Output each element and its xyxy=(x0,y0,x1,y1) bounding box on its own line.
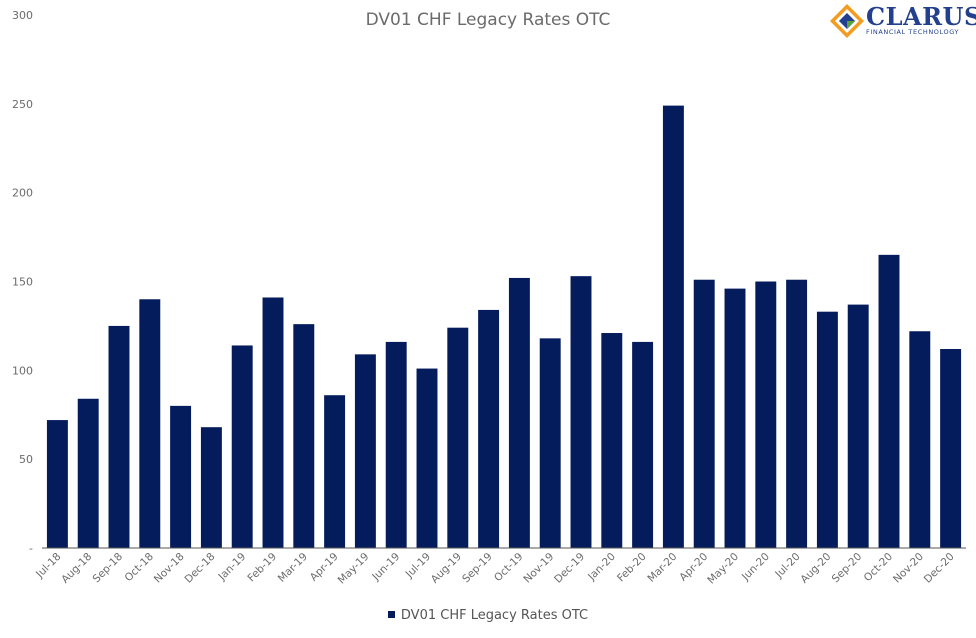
bar xyxy=(662,105,684,549)
x-tick-label: Oct-18 xyxy=(122,551,155,584)
bar xyxy=(478,309,500,548)
y-tick-label: 200 xyxy=(12,187,33,200)
x-tick-label: May-19 xyxy=(336,551,372,587)
x-tick-label: Aug-20 xyxy=(798,551,833,586)
bar xyxy=(385,341,407,548)
bar xyxy=(139,299,161,548)
bar xyxy=(324,395,346,548)
bar xyxy=(601,333,623,548)
chart-title: DV01 CHF Legacy Rates OTC xyxy=(365,10,611,30)
x-tick-label: Jan-20 xyxy=(585,551,618,584)
logo-tagline: FINANCIAL TECHNOLOGY xyxy=(866,28,960,36)
y-tick-label: 250 xyxy=(12,98,33,111)
clarus-diamond-logo-icon xyxy=(830,4,864,38)
bar-chart: - 50 100 150 200 250 300 Jul-18Aug-18Sep-18Oct… xyxy=(12,9,966,587)
x-tick-label: Nov-19 xyxy=(521,551,556,586)
x-tick-label: Nov-18 xyxy=(152,551,187,586)
x-tick-label: Oct-20 xyxy=(862,551,895,584)
y-tick-label: 300 xyxy=(12,9,33,22)
bar xyxy=(77,398,99,548)
bar xyxy=(231,345,253,548)
bar xyxy=(755,281,777,548)
bar xyxy=(693,279,715,548)
legend-label: DV01 CHF Legacy Rates OTC xyxy=(400,608,589,623)
x-tick-label: Sep-20 xyxy=(830,551,865,586)
bar xyxy=(262,297,284,548)
x-tick-label: Mar-19 xyxy=(276,551,310,585)
y-tick-label: 150 xyxy=(12,276,33,289)
bar xyxy=(46,420,68,548)
bar xyxy=(416,368,438,548)
bar xyxy=(878,254,900,548)
x-tick-label: Dec-19 xyxy=(552,551,587,586)
x-tick-label: Sep-18 xyxy=(91,551,126,586)
x-tick-label: Jun-19 xyxy=(369,551,402,584)
bar xyxy=(570,276,592,548)
x-tick-label: Aug-18 xyxy=(59,551,94,586)
bar xyxy=(447,327,469,548)
bar xyxy=(354,354,376,548)
bar xyxy=(293,324,315,548)
x-tick-label: Sep-19 xyxy=(460,551,495,586)
logo-wordmark: CLARUS xyxy=(866,2,976,31)
y-axis-ticks: - 50 100 150 200 250 300 xyxy=(12,9,33,555)
legend-swatch xyxy=(387,611,395,618)
bar xyxy=(108,325,130,548)
clarus-logo: CLARUS FINANCIAL TECHNOLOGY xyxy=(830,2,976,40)
x-tick-label: Jan-19 xyxy=(216,551,249,584)
x-tick-label: Mar-20 xyxy=(645,551,679,585)
x-tick-label: Dec-20 xyxy=(922,551,957,586)
x-tick-label: Oct-19 xyxy=(492,551,525,584)
bar xyxy=(539,338,561,548)
x-tick-label: Nov-20 xyxy=(891,551,926,586)
x-tick-label: Aug-19 xyxy=(429,551,464,586)
bars xyxy=(46,105,962,549)
bar xyxy=(632,341,654,548)
y-tick-label: 50 xyxy=(19,453,33,466)
x-tick-label: Feb-19 xyxy=(245,551,279,585)
bar xyxy=(508,277,530,548)
x-tick-label: Jun-20 xyxy=(739,551,772,584)
bar xyxy=(200,427,222,548)
y-tick-label: 100 xyxy=(12,364,33,377)
bar xyxy=(909,331,931,548)
bar xyxy=(724,288,746,548)
bar xyxy=(786,279,808,548)
y-tick-label: - xyxy=(29,542,33,555)
legend: DV01 CHF Legacy Rates OTC xyxy=(0,608,976,623)
bar xyxy=(940,349,962,548)
bar xyxy=(170,405,192,548)
x-tick-label: May-20 xyxy=(705,551,741,587)
x-tick-label: Feb-20 xyxy=(615,551,649,585)
x-tick-label: Dec-18 xyxy=(183,551,218,586)
bar xyxy=(816,311,838,548)
x-axis-ticks: Jul-18Aug-18Sep-18Oct-18Nov-18Dec-18Jan-… xyxy=(33,551,956,587)
bar xyxy=(847,304,869,548)
